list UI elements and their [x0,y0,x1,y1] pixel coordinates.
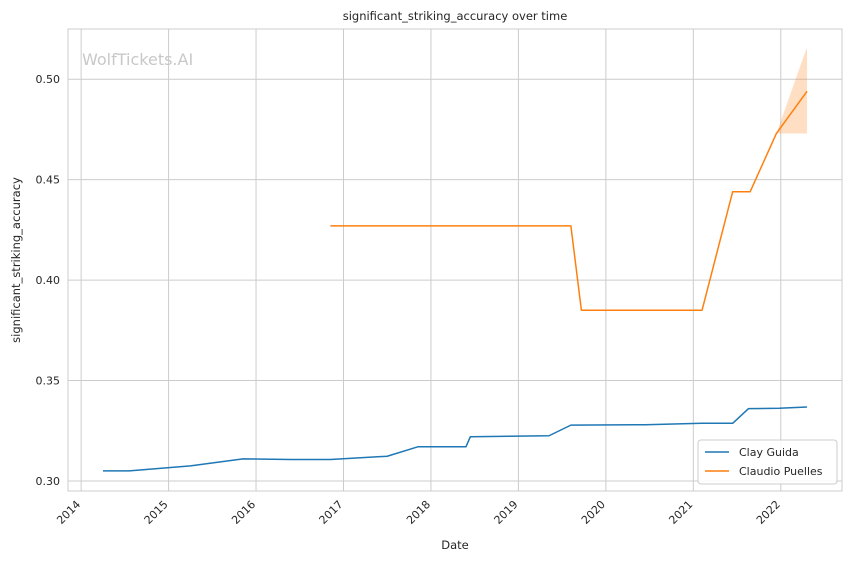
x-tick-label: 2020 [579,498,608,527]
legend-box [697,439,838,485]
y-tick-labels: 0.30 0.35 0.40 0.45 0.50 [36,73,61,488]
series-lines [102,90,808,472]
x-tick-label: 2014 [54,498,83,527]
legend: Clay Guida Claudio Puelles [697,439,838,485]
legend-label-claudio-puelles: Claudio Puelles [739,465,823,478]
band-claudio-puelles [776,47,808,134]
y-tick-label: 0.35 [36,375,61,388]
chart-title: significant_striking_accuracy over time [343,9,568,23]
y-tick-label: 0.40 [36,274,61,287]
x-tick-label: 2019 [492,498,521,527]
y-tick-label: 0.30 [36,475,61,488]
series-line-clay-guida [102,406,808,472]
series-line-claudio-puelles [330,90,808,311]
plot-area [67,28,843,492]
legend-label-clay-guida: Clay Guida [739,446,799,459]
x-tick-label: 2021 [666,498,695,527]
y-tick-label: 0.50 [36,73,61,86]
y-tick-label: 0.45 [36,174,61,187]
watermark: WolfTickets.AI [82,50,193,69]
x-tick-labels: 2014 2015 2016 2017 2018 2019 2020 2021 2022 [54,498,783,527]
x-tick-label: 2016 [229,498,258,527]
x-tick-label: 2015 [142,498,171,527]
x-tick-label: 2018 [404,498,433,527]
confidence-bands [776,47,808,134]
y-axis-label: significant_striking_accuracy [9,177,23,343]
x-axis-label: Date [441,538,469,552]
x-tick-label: 2022 [754,498,783,527]
x-tick-label: 2017 [317,498,346,527]
